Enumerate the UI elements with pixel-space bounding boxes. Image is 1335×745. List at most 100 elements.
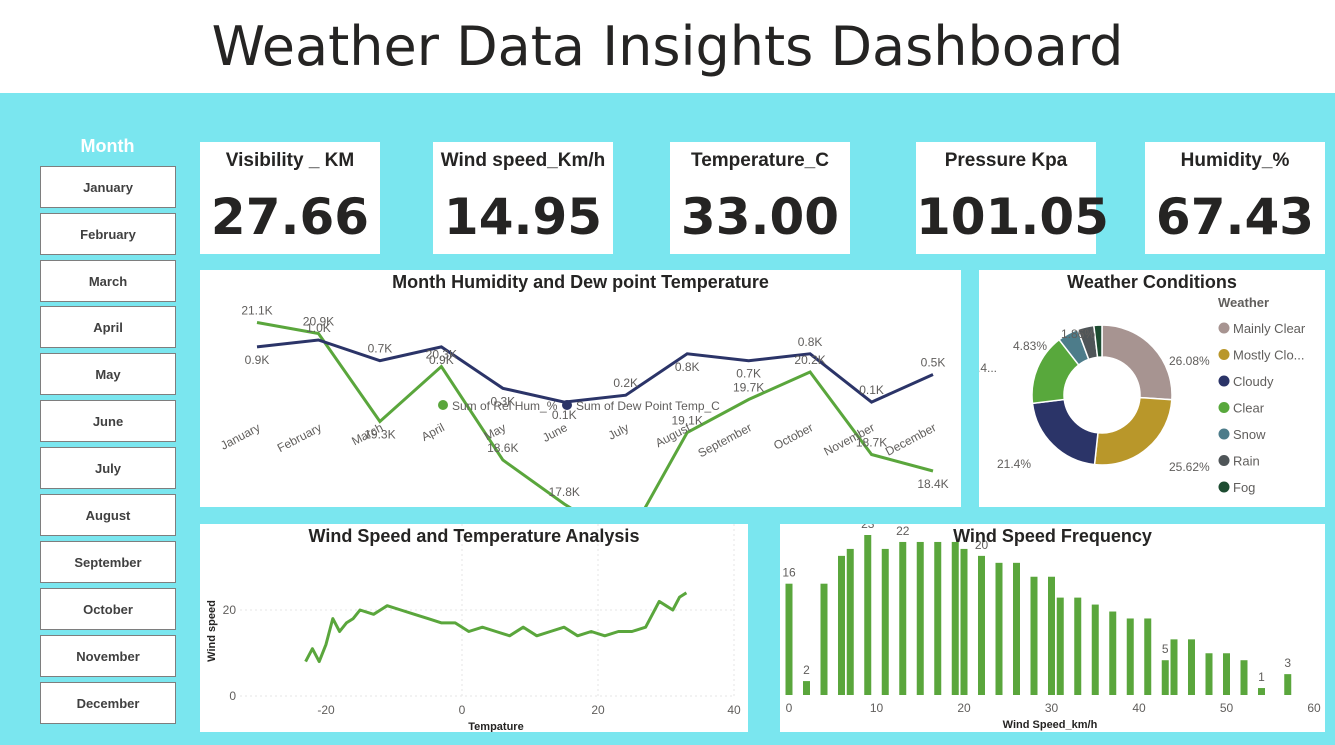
humidity-dewpoint-chart-panel: Month Humidity and Dew point Temperature… [200, 270, 961, 545]
frequency-bar [1161, 660, 1169, 695]
frequency-bar [1056, 597, 1064, 695]
chart-title: Wind Speed and Temperature Analysis [308, 526, 640, 546]
data-label-rel-hum: 21.1K [241, 304, 272, 318]
legend-marker [1218, 428, 1230, 440]
slicer-item-march[interactable]: March [40, 260, 176, 302]
data-label-dew-point: 0.2K [613, 376, 638, 390]
humidity-dewpoint-chart: 21.1K20.9K19.3K20.3K18.6K17.8K17.1K19.1K… [218, 304, 949, 545]
legend-item: Sum of Dew Point Temp_C [576, 399, 720, 413]
weather-conditions-donut-chart: 26.08% 25.62% 21.4% 16.4... 4.83% 1.86% Weathe… [964, 295, 1306, 495]
bar-data-label: 22 [896, 524, 910, 538]
frequency-bar [803, 681, 810, 695]
kpi-value: 27.66 [210, 188, 370, 246]
frequency-bar [1091, 604, 1099, 695]
frequency-bar [1258, 688, 1265, 695]
frequency-bar [1013, 562, 1020, 695]
series-line-rel-hum [256, 321, 934, 545]
slicer-item-july[interactable]: July [40, 447, 176, 489]
x-tick-label: June [540, 420, 570, 445]
slicer-item-april[interactable]: April [40, 306, 176, 348]
chart-title: Weather Conditions [1067, 272, 1237, 292]
slicer-item-october[interactable]: October [40, 588, 176, 630]
legend-marker [1218, 349, 1230, 360]
x-tick-label: February [275, 420, 324, 455]
kpi-card-humidity: Humidity_% 67.43 [1145, 142, 1325, 254]
frequency-bar [951, 541, 959, 695]
bar-data-label: 5 [1162, 642, 1169, 656]
slicer-item-december[interactable]: December [40, 682, 176, 724]
kpi-card-pressure: Pressure Kpa 101.05 [916, 142, 1109, 254]
slicer-item-june[interactable]: June [40, 400, 176, 442]
kpi-label: Visibility _ KM [225, 150, 355, 171]
x-tick-label: 40 [727, 703, 741, 717]
slice-label: 21.4% [997, 457, 1031, 471]
data-label-dew-point: 1.0K [306, 321, 331, 335]
slicer-item-august[interactable]: August [40, 494, 176, 536]
donut-slice [1101, 324, 1173, 401]
frequency-bar [960, 548, 968, 695]
wind-frequency-chart-panel: Wind Speed Frequency 16 2 23 22 20 5 1 3 0 10 20 30… [780, 517, 1325, 732]
y-axis-title: Wind speed [206, 600, 218, 662]
x-tick-label: March [349, 420, 385, 448]
frequency-bar [820, 583, 828, 695]
frequency-bar [1284, 674, 1292, 695]
frequency-bar [916, 541, 924, 695]
frequency-bar [1030, 576, 1038, 695]
legend-item: Clear [1233, 401, 1265, 416]
legend-marker [1218, 455, 1230, 466]
x-tick-label: 0 [786, 701, 793, 715]
frequency-bar [934, 541, 942, 695]
y-tick-label: 0 [229, 689, 236, 703]
slice-label: 1.86% [1061, 327, 1095, 341]
data-label-rel-hum: 17.8K [549, 485, 580, 499]
data-label-dew-point: 0.7K [736, 367, 761, 381]
legend-item: Sum of Rel Hum_% [452, 399, 558, 413]
legend-item: Mainly Clear [1233, 321, 1306, 336]
frequency-bar [838, 555, 845, 695]
x-tick-label: January [218, 420, 262, 452]
legend-marker [1218, 481, 1230, 493]
x-axis-title: Tempature [468, 721, 523, 732]
legend-item: Fog [1233, 480, 1255, 495]
kpi-card-wind-speed: Wind speed_Km/h 14.95 [433, 142, 613, 254]
data-label-dew-point: 0.8K [798, 335, 823, 349]
data-label-rel-hum: 18.7K [856, 436, 887, 450]
slicer-item-january[interactable]: January [40, 166, 176, 208]
wind-temp-chart-panel: Wind Speed and Temperature Analysis -20 0… [200, 474, 748, 733]
dashboard-canvas: Month January February March April May J… [0, 93, 1335, 745]
legend-marker [1218, 375, 1230, 387]
kpi-label: Wind speed_Km/h [440, 150, 606, 171]
slicer-item-february[interactable]: February [40, 213, 176, 255]
month-slicer-title: Month [80, 136, 135, 156]
x-tick-label: 10 [870, 701, 884, 715]
slicer-item-september[interactable]: September [40, 541, 176, 583]
kpi-value: 14.95 [443, 188, 603, 246]
x-tick-label: 20 [957, 701, 971, 715]
x-tick-label: December [883, 420, 938, 458]
slicer-item-november[interactable]: November [40, 635, 176, 677]
kpi-label: Temperature_C [691, 150, 829, 171]
data-label-rel-hum: 18.4K [917, 477, 948, 491]
frequency-bar [1240, 660, 1248, 695]
x-tick-label: 20 [591, 703, 605, 717]
frequency-bar [1205, 653, 1213, 695]
kpi-label: Humidity_% [1180, 150, 1290, 171]
x-tick-label: 50 [1220, 701, 1234, 715]
donut-slice [1093, 324, 1103, 359]
frequency-bar [1074, 597, 1082, 695]
data-label-dew-point: 0.5K [921, 356, 946, 370]
frequency-bar [1223, 653, 1230, 695]
slice-label: 16.4... [979, 361, 997, 375]
frequency-bar [864, 535, 872, 695]
data-label-dew-point: 0.8K [675, 360, 700, 374]
frequency-bar [1144, 618, 1152, 695]
kpi-value: 101.05 [916, 188, 1109, 246]
frequency-bar [846, 548, 854, 695]
slicer-item-may[interactable]: May [40, 353, 176, 395]
slice-label: 26.08% [1169, 354, 1210, 368]
slice-label: 25.62% [1169, 460, 1210, 474]
slice-label: 4.83% [1013, 339, 1047, 353]
bar-data-label: 2 [803, 663, 810, 677]
data-label-dew-point: 0.9K [429, 353, 454, 367]
frequency-bar [1170, 639, 1178, 695]
